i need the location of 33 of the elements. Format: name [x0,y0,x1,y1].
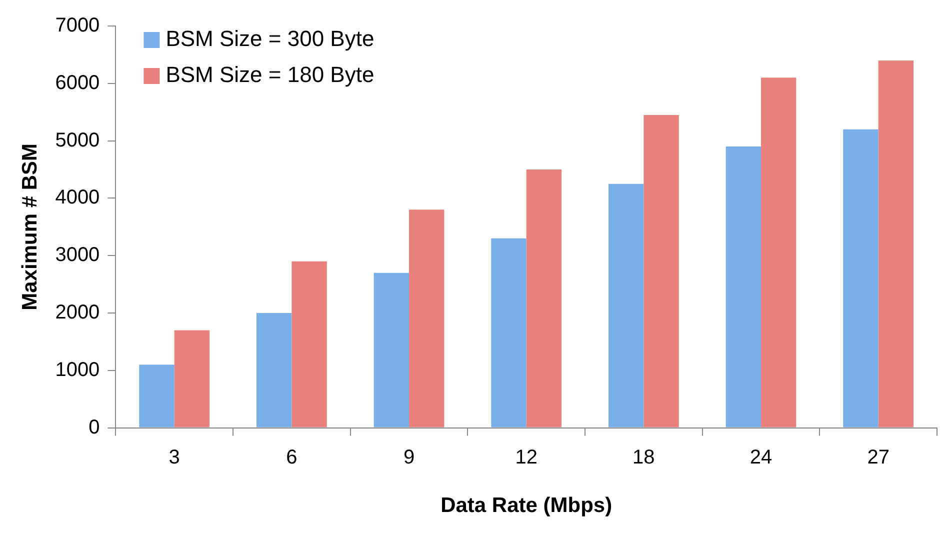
y-tick-label: 5000 [55,129,100,152]
bar [843,129,878,428]
bar [491,238,526,428]
y-tick-label: 7000 [55,14,100,37]
bar [174,330,210,428]
bar [526,170,562,428]
x-axis-title: Data Rate (Mbps) [440,494,612,518]
bar [139,364,174,428]
legend-label: BSM Size = 300 Byte [166,26,374,52]
x-tick-label: 24 [750,446,772,468]
bar [608,184,644,428]
x-tick-label: 18 [632,446,655,468]
bar [761,78,796,428]
x-tick-label: 27 [867,446,890,468]
y-axis-title: Maximum # BSM [18,143,42,310]
y-tick-label: 0 [88,416,100,438]
bar [726,146,762,428]
y-tick-label: 3000 [55,244,100,266]
x-tick-label: 12 [515,446,538,468]
bar [292,261,327,428]
x-tick-label: 3 [168,446,180,468]
y-tick-label: 1000 [55,358,100,381]
legend-label: BSM Size = 180 Byte [166,62,374,88]
bar [878,60,914,428]
bar [256,313,292,428]
x-tick-label: 9 [403,446,415,468]
y-tick-label: 6000 [55,72,100,94]
x-tick-label: 6 [286,446,298,468]
bar [409,210,444,428]
bar [644,114,679,428]
y-tick-label: 4000 [55,186,100,209]
y-tick-label: 2000 [55,302,100,324]
bar [374,272,410,428]
